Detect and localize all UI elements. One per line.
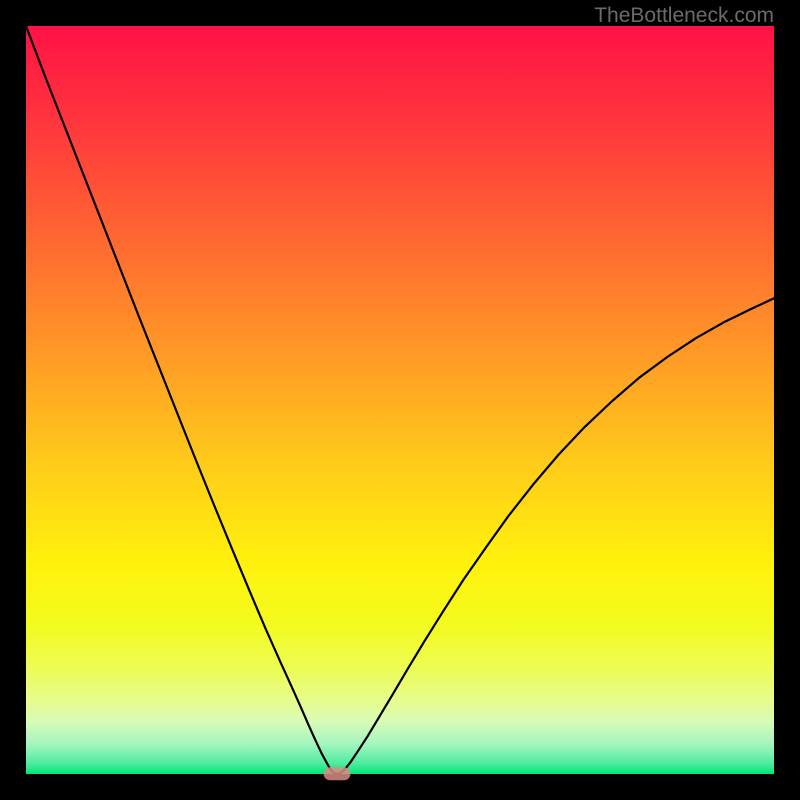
plot-area (26, 26, 774, 774)
minimum-marker (324, 767, 351, 780)
curve-layer (26, 26, 774, 774)
bottleneck-curve (26, 26, 774, 774)
watermark-text: TheBottleneck.com (594, 4, 774, 28)
outer-frame: TheBottleneck.com (0, 0, 800, 800)
